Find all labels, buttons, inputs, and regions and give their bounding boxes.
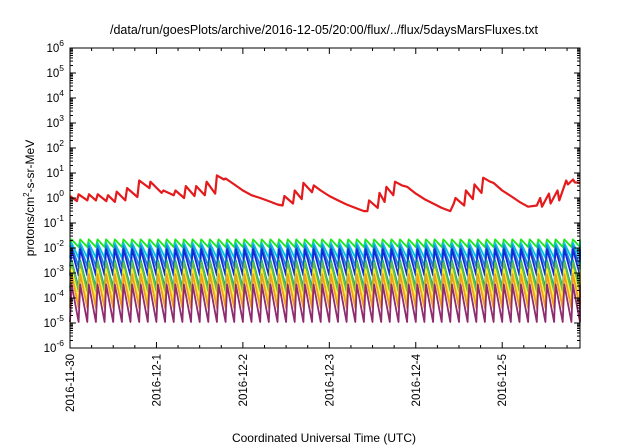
y-tick-label: 10-3	[44, 263, 65, 280]
y-tick-label: 101	[46, 163, 64, 180]
series-line	[69, 248, 581, 277]
y-tick-exp: 2	[59, 138, 64, 148]
y-axis-label-base: protons/cm	[23, 197, 37, 256]
y-tick-base: 10	[44, 268, 57, 280]
y-tick-exp: -6	[56, 338, 64, 348]
y-tick-base: 10	[44, 343, 57, 355]
y-tick-exp: 5	[59, 63, 64, 73]
y-tick-label: 10-1	[44, 213, 65, 230]
x-tick-label: 2016-12-4	[411, 353, 423, 406]
y-tick-base: 10	[46, 43, 59, 55]
y-tick-base: 10	[44, 293, 57, 305]
y-tick-label: 106	[46, 38, 64, 55]
y-tick-exp: 1	[59, 163, 64, 173]
x-tick-label: 2016-12-5	[497, 354, 509, 406]
series-layer	[69, 174, 581, 323]
y-tick-base: 10	[46, 168, 59, 180]
y-tick-label: 102	[46, 138, 64, 155]
y-tick-exp: 4	[59, 88, 64, 98]
y-axis-label-sup: 2	[22, 192, 31, 197]
y-tick-exp: 0	[59, 188, 64, 198]
series-line	[69, 268, 581, 303]
series-line	[69, 261, 581, 293]
y-tick-base: 10	[46, 143, 59, 155]
x-axis: 2016-11-30 2016-12-1 2016-12-2 2016-12-3 201…	[65, 48, 568, 412]
y-tick-label: 103	[46, 113, 64, 130]
x-tick-label: 2016-12-3	[324, 354, 336, 406]
y-tick-exp: -4	[56, 288, 64, 298]
y-tick-exp: -2	[56, 238, 64, 248]
y-axis: 10-610-510-410-310-210-11001011021031041…	[44, 38, 580, 355]
y-tick-label: 105	[46, 63, 64, 80]
y-axis-label-rest: -s-sr-MeV	[23, 140, 37, 193]
series-line	[69, 245, 581, 268]
y-tick-label: 10-2	[44, 238, 65, 255]
y-tick-exp: 6	[59, 38, 64, 48]
x-tick-label: 2016-12-2	[238, 354, 250, 406]
y-tick-exp: 3	[59, 113, 64, 123]
series-line	[69, 242, 581, 259]
y-tick-exp: -3	[56, 263, 64, 273]
series-line	[69, 273, 581, 309]
series-line	[69, 238, 581, 248]
y-tick-base: 10	[44, 218, 57, 230]
y-tick-base: 10	[46, 93, 59, 105]
y-tick-label: 10-5	[44, 313, 65, 330]
series-line	[69, 174, 581, 213]
x-tick-label: 2016-11-30	[65, 354, 77, 412]
y-tick-base: 10	[46, 118, 59, 130]
x-tick-label: 2016-12-1	[151, 354, 163, 406]
y-tick-label: 100	[46, 188, 64, 205]
y-tick-exp: -5	[56, 313, 64, 323]
y-axis-label: protons/cm2-s-sr-MeV	[22, 140, 37, 256]
y-tick-label: 10-4	[44, 288, 65, 305]
series-line	[69, 283, 581, 323]
y-tick-base: 10	[46, 193, 59, 205]
y-tick-base: 10	[44, 318, 57, 330]
y-tick-exp: -1	[56, 213, 64, 223]
y-tick-label: 104	[46, 88, 64, 105]
x-axis-label: Coordinated Universal Time (UTC)	[232, 431, 416, 445]
y-tick-base: 10	[46, 68, 59, 80]
chart-title: /data/run/goesPlots/archive/2016-12-05/2…	[110, 23, 539, 37]
y-tick-base: 10	[44, 243, 57, 255]
y-tick-label: 10-6	[44, 338, 65, 355]
